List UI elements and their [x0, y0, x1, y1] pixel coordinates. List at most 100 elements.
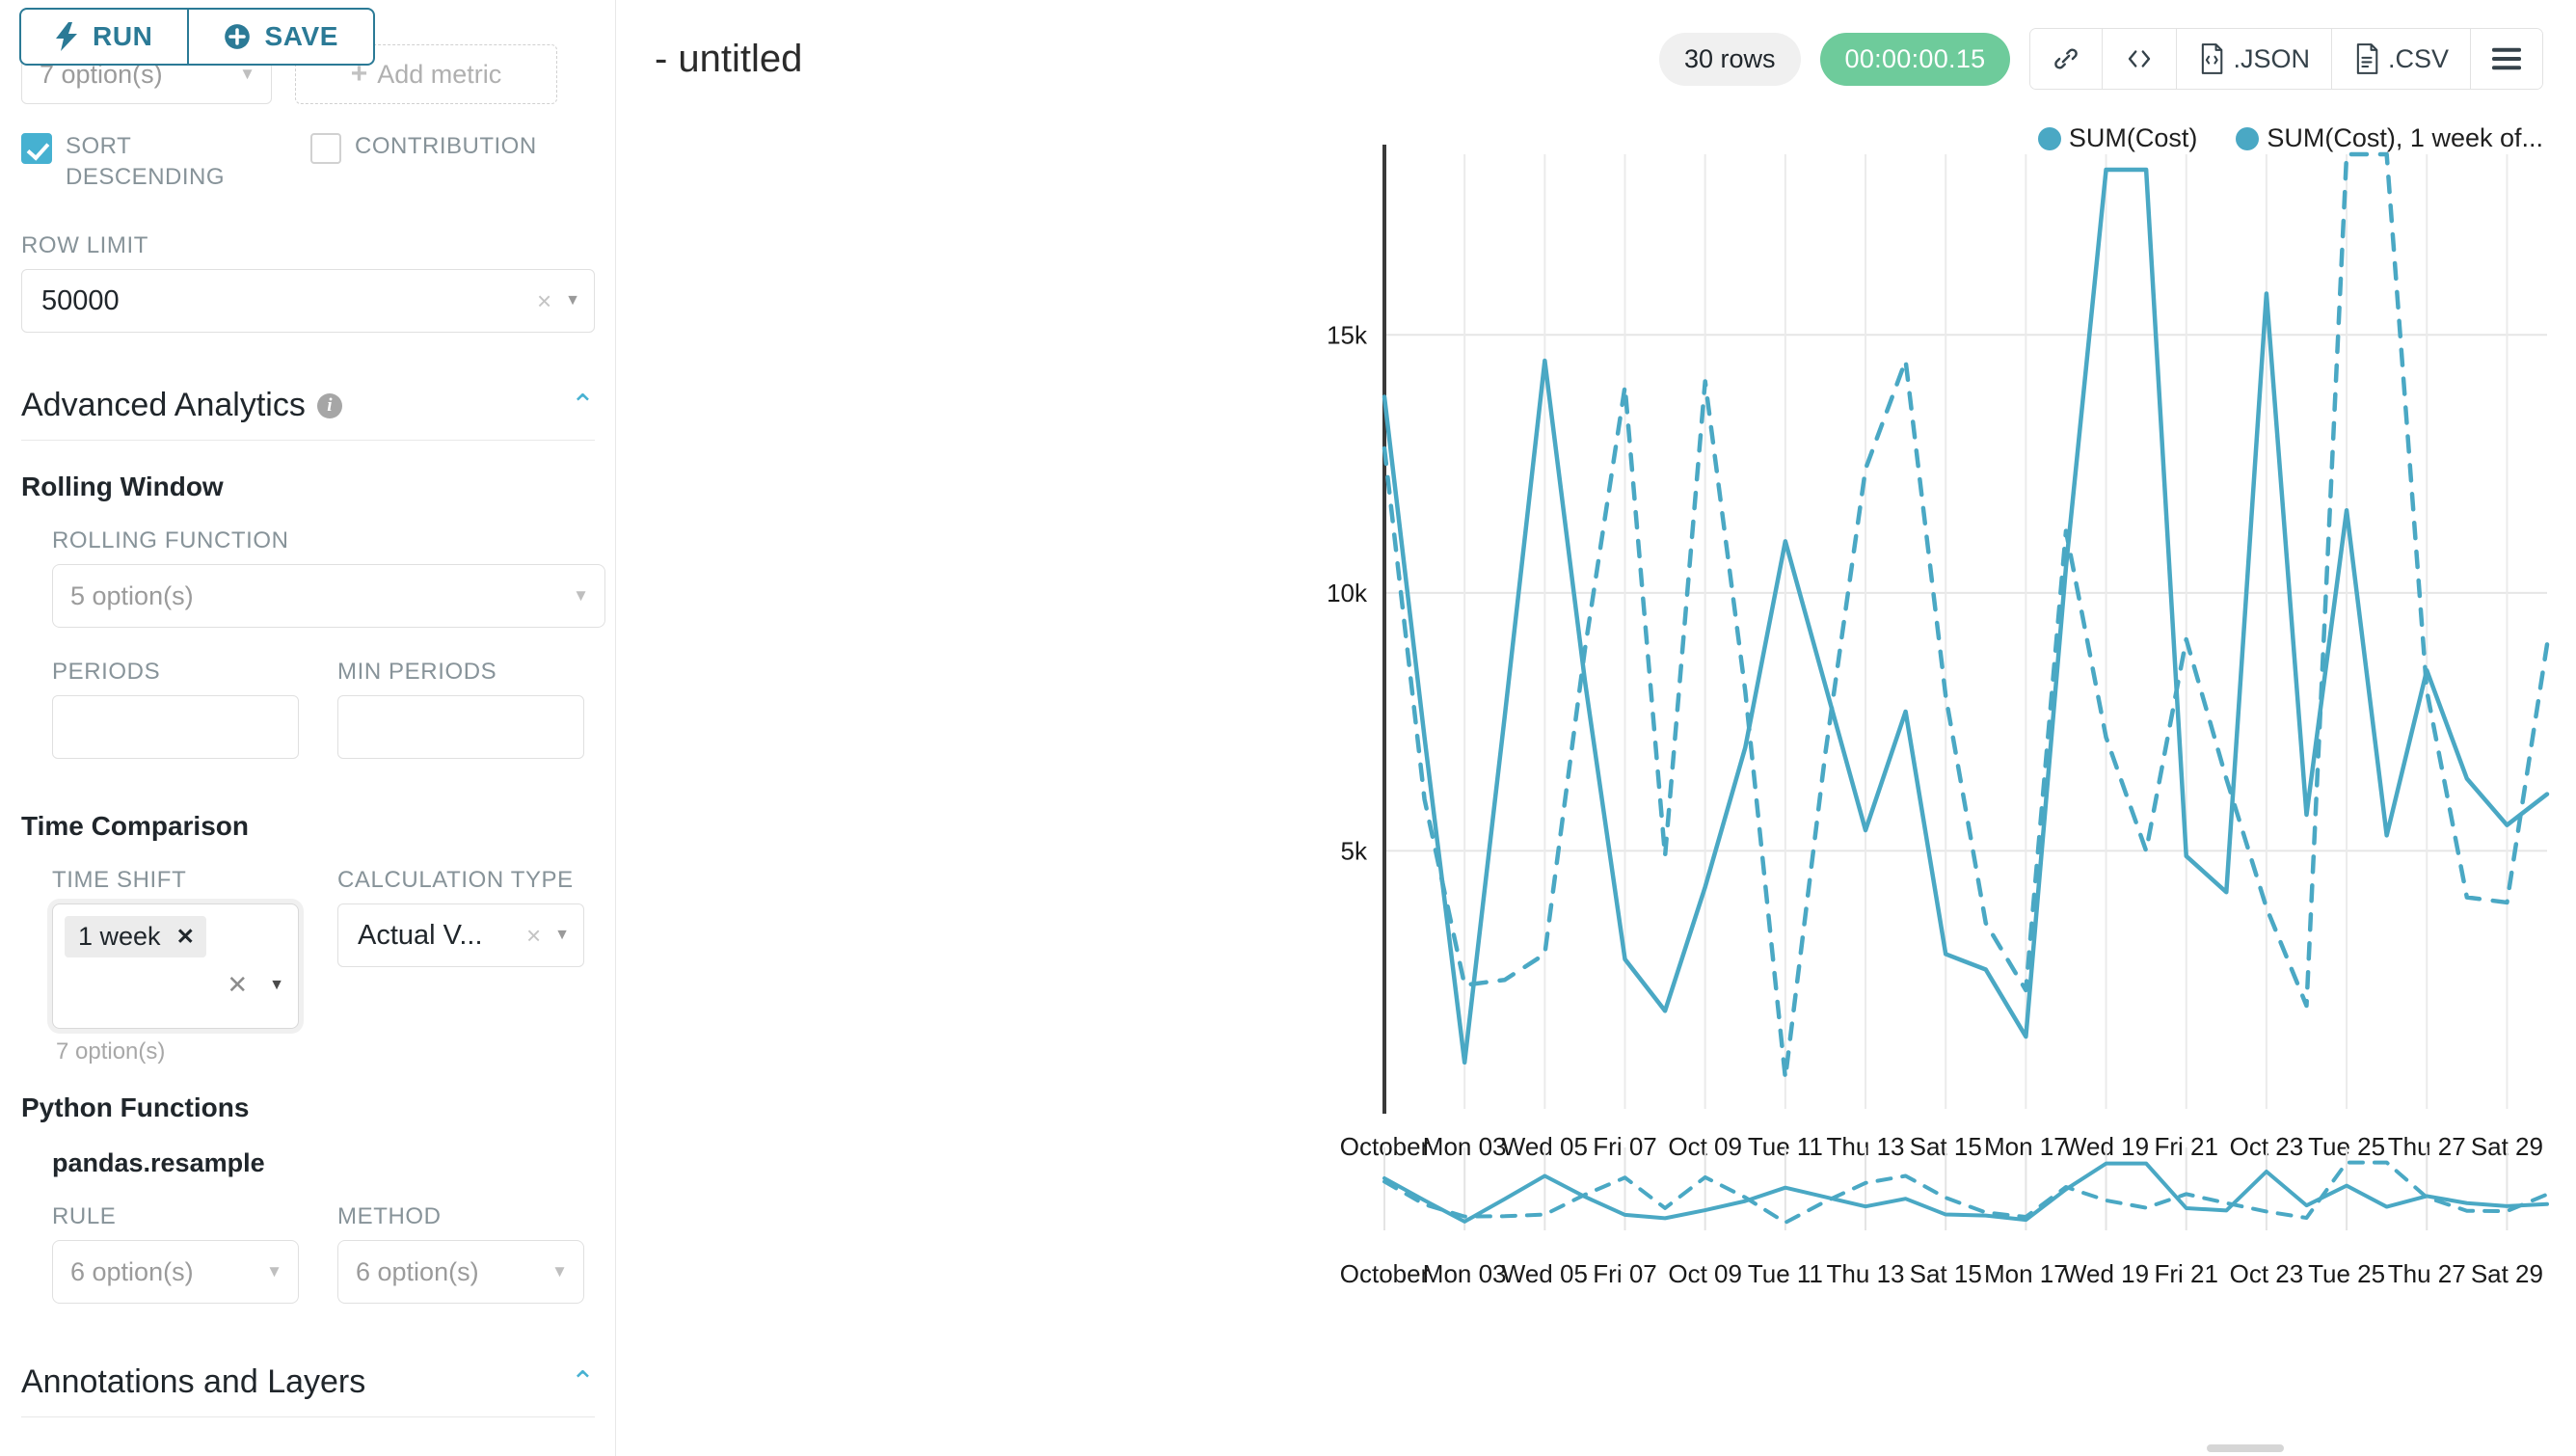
row-limit-label: ROW LIMIT: [21, 232, 149, 259]
minimap-series-line-0: [1382, 1161, 2549, 1224]
bolt-icon: [56, 22, 79, 51]
download-json-button[interactable]: .JSON: [2177, 29, 2332, 89]
time-shift-multiselect[interactable]: 1 week ✕ ✕ ▼: [52, 903, 299, 1030]
y-axis-tick-label: 10k: [1327, 579, 1368, 607]
chevron-down-icon: ▼: [239, 65, 255, 83]
code-icon: [2124, 44, 2155, 73]
rolling-window-title: Rolling Window: [21, 472, 224, 502]
json-file-icon: [2198, 43, 2225, 74]
download-json-label: .JSON: [2233, 43, 2310, 73]
minimap-x-axis-tick-label: Oct 09: [1668, 1259, 1742, 1288]
minimap-x-axis-tick-label: Fri 07: [1593, 1259, 1656, 1288]
add-metric-label: Add metric: [377, 59, 502, 89]
chart-panel: - untitled 30 rows 00:00:00.15: [616, 0, 2576, 1456]
view-query-button[interactable]: [2103, 29, 2178, 89]
rolling-function-select[interactable]: 5 option(s) ▼: [52, 564, 605, 629]
row-limit-value: 50000: [41, 284, 120, 316]
time-comparison-row: TIME SHIFT 1 week ✕ ✕ ▼ 7 option(s): [31, 867, 615, 1065]
minimap-x-axis-tick-label: Thu 27: [2388, 1259, 2466, 1288]
time-shift-chip[interactable]: 1 week ✕: [65, 916, 206, 958]
calculation-type-label: CALCULATION TYPE: [337, 867, 574, 894]
y-axis-tick-label: 5k: [1341, 836, 1368, 865]
contribution-checkbox[interactable]: CONTRIBUTION: [310, 131, 537, 192]
min-periods-field: MIN PERIODS: [337, 659, 584, 760]
csv-file-icon: [2353, 43, 2380, 74]
advanced-analytics-title-wrap: Advanced Analytics i: [21, 387, 342, 424]
rule-label: RULE: [52, 1203, 117, 1230]
chart-header-actions: 30 rows 00:00:00.15: [1658, 28, 2543, 90]
control-panel-sidebar: 7 option(s) ▼ + Add metric SORT DESCENDI…: [0, 0, 616, 1456]
method-value: 6 option(s): [356, 1256, 479, 1286]
page-title: - untitled: [655, 37, 803, 80]
query-duration-badge: 00:00:00.15: [1819, 32, 2011, 86]
time-shift-field: TIME SHIFT 1 week ✕ ✕ ▼ 7 option(s): [52, 867, 299, 1065]
time-comparison-title: Time Comparison: [21, 811, 249, 842]
advanced-analytics-section-header[interactable]: Advanced Analytics i ⌃: [0, 387, 615, 424]
legend-item-1[interactable]: SUM(Cost), 1 week of...: [2236, 123, 2543, 153]
row-count-badge: 30 rows: [1658, 32, 1801, 86]
contribution-label: CONTRIBUTION: [355, 133, 537, 159]
calculation-type-value: Actual V...: [358, 919, 483, 951]
time-shift-label: TIME SHIFT: [52, 867, 187, 894]
add-metric-button[interactable]: + Add metric: [295, 44, 557, 104]
series-line-0: [1382, 167, 2550, 1065]
share-link-button[interactable]: [2030, 29, 2104, 89]
rule-select[interactable]: 6 option(s) ▼: [52, 1240, 299, 1305]
chip-remove-icon[interactable]: ✕: [175, 924, 195, 950]
sort-descending-checkbox[interactable]: SORT DESCENDING: [21, 131, 310, 192]
clear-icon[interactable]: ×: [525, 920, 542, 950]
calculation-type-select[interactable]: Actual V... × ▼: [337, 903, 584, 968]
plus-icon: +: [350, 58, 368, 90]
chevron-up-icon[interactable]: ⌃: [570, 389, 595, 421]
minimap-x-axis-tick-label: Sat 15: [1910, 1259, 1982, 1288]
run-button[interactable]: RUN: [21, 10, 187, 64]
min-periods-input[interactable]: [337, 695, 584, 760]
min-periods-label: MIN PERIODS: [337, 659, 497, 686]
periods-input[interactable]: [52, 695, 299, 760]
rule-value: 6 option(s): [70, 1256, 194, 1286]
download-csv-button[interactable]: .CSV: [2331, 29, 2471, 89]
link-icon: [2052, 44, 2080, 73]
series-line-1: [1382, 151, 2550, 1081]
minimap-series-line-1: [1382, 1160, 2549, 1225]
button-divider: [187, 10, 190, 64]
advanced-analytics-title: Advanced Analytics: [21, 387, 306, 424]
chevron-down-icon[interactable]: ▼: [269, 976, 284, 993]
rolling-function-label: ROLLING FUNCTION: [52, 527, 289, 554]
more-options-button[interactable]: [2471, 29, 2542, 89]
info-icon[interactable]: i: [316, 392, 342, 418]
section-divider: [21, 440, 595, 442]
rolling-function-value: 5 option(s): [70, 580, 194, 610]
horizontal-scrollbar[interactable]: [2207, 1444, 2284, 1452]
minimap-x-axis-tick-label: Mon 17: [1984, 1259, 2068, 1288]
time-series-line-chart[interactable]: 5k 10k 15k October Mon 03 Wed 05 Fri 07 Oct 09 T…: [616, 145, 2576, 1302]
chevron-down-icon: ▼: [551, 1262, 568, 1281]
resample-row: RULE 6 option(s) ▼ METHOD 6 option(s) ▼: [31, 1203, 615, 1305]
legend-item-0[interactable]: SUM(Cost): [2037, 123, 2197, 153]
time-shift-actions: ✕ ▼: [227, 970, 284, 1000]
clear-icon[interactable]: ×: [536, 285, 552, 315]
row-limit-input[interactable]: 50000 × ▼: [21, 269, 595, 334]
method-select[interactable]: 6 option(s) ▼: [337, 1240, 584, 1305]
run-button-label: RUN: [93, 21, 153, 51]
periods-label: PERIODS: [52, 659, 161, 686]
legend-label: SUM(Cost), 1 week of...: [2267, 123, 2543, 152]
chevron-down-icon: ▼: [554, 927, 570, 944]
checkbox-checked-icon[interactable]: [21, 133, 52, 164]
hamburger-menu-icon: [2492, 46, 2521, 71]
save-button[interactable]: SAVE: [189, 10, 373, 64]
checkbox-unchecked-icon[interactable]: [310, 133, 341, 164]
annotations-section-header[interactable]: Annotations and Layers ⌃: [0, 1363, 615, 1401]
chevron-up-icon[interactable]: ⌃: [570, 1365, 595, 1398]
plus-circle-icon: [224, 23, 251, 50]
download-csv-label: .CSV: [2387, 43, 2449, 73]
legend-color-dot: [2037, 126, 2061, 150]
periods-field: PERIODS: [52, 659, 299, 760]
minimap-x-axis-tick-label: Tue 11: [1748, 1259, 1823, 1288]
minimap-x-axis-tick-label: October: [1340, 1259, 1430, 1288]
clear-icon[interactable]: ✕: [227, 970, 249, 1000]
calculation-type-field: CALCULATION TYPE Actual V... × ▼: [337, 867, 584, 1065]
y-axis-tick-label: 15k: [1327, 320, 1368, 349]
